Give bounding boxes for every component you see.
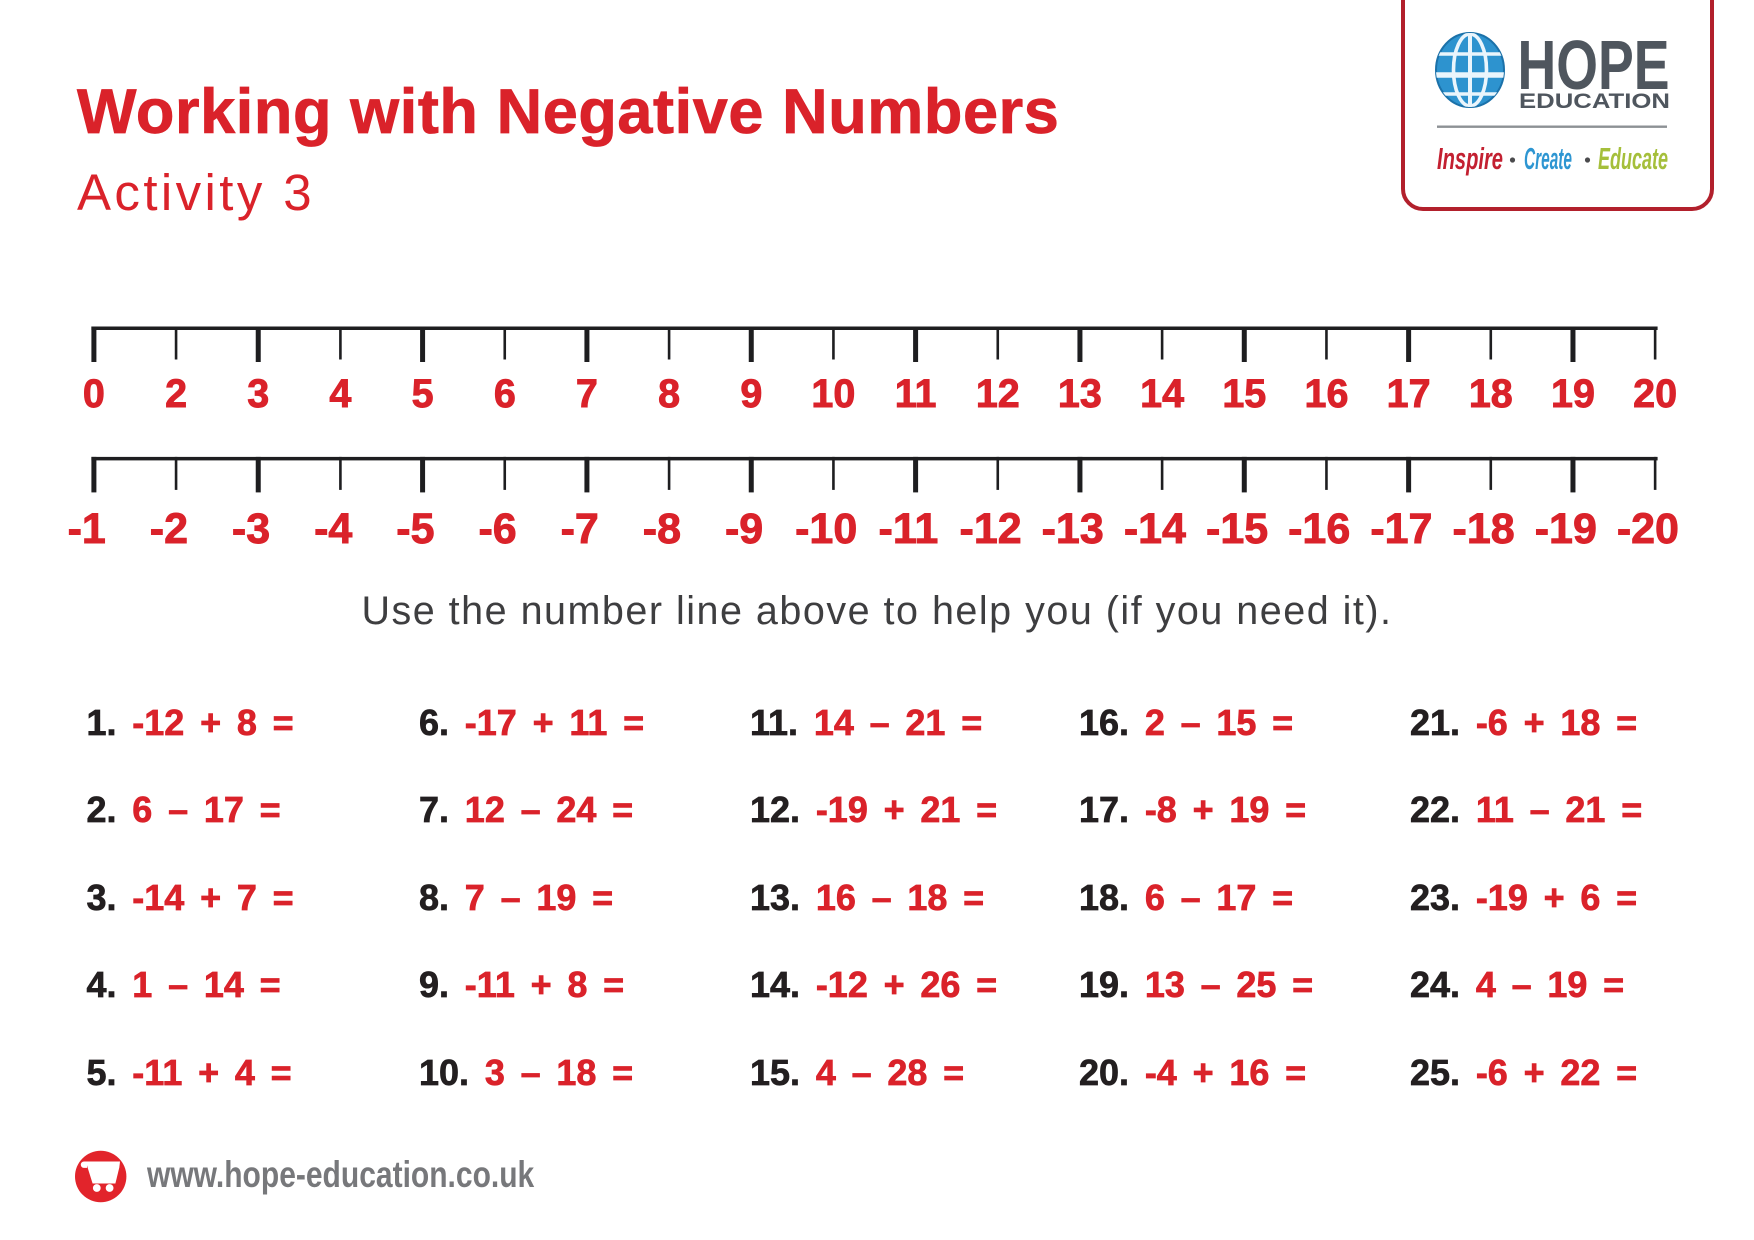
svg-text:-9: -9 xyxy=(725,505,763,553)
svg-text:-8: -8 xyxy=(643,505,681,553)
svg-text:6: 6 xyxy=(494,372,516,416)
svg-text:EDUCATION: EDUCATION xyxy=(1519,90,1670,113)
svg-text:4: 4 xyxy=(329,372,351,416)
svg-text:7: 7 xyxy=(576,372,598,416)
svg-text:-19: -19 xyxy=(1535,505,1597,553)
svg-text:10: 10 xyxy=(811,372,855,416)
svg-text:HOPE: HOPE xyxy=(1518,26,1670,104)
svg-text:19: 19 xyxy=(1551,372,1595,416)
svg-text:-10: -10 xyxy=(795,505,857,553)
svg-text:-1: -1 xyxy=(68,505,106,553)
svg-text:Create: Create xyxy=(1524,141,1572,176)
svg-text:5: 5 xyxy=(412,372,434,416)
svg-text:-12: -12 xyxy=(960,505,1022,553)
svg-text:17: 17 xyxy=(1387,372,1431,416)
svg-text:Inspire: Inspire xyxy=(1437,141,1503,176)
svg-text:Educate: Educate xyxy=(1598,141,1668,176)
svg-text:-17: -17 xyxy=(1370,505,1432,553)
svg-text:2: 2 xyxy=(165,372,187,416)
svg-text:18: 18 xyxy=(1469,372,1513,416)
svg-text:-16: -16 xyxy=(1288,505,1350,553)
svg-text:-13: -13 xyxy=(1042,505,1104,553)
svg-text:-14: -14 xyxy=(1124,505,1186,553)
svg-text:13: 13 xyxy=(1058,372,1102,416)
svg-text:-15: -15 xyxy=(1206,505,1268,553)
svg-text:14: 14 xyxy=(1140,372,1184,416)
svg-text:0: 0 xyxy=(83,372,105,416)
svg-text:11: 11 xyxy=(895,372,937,416)
svg-text:-7: -7 xyxy=(561,505,599,553)
svg-text:8: 8 xyxy=(658,372,680,416)
svg-text:-11: -11 xyxy=(879,505,939,553)
svg-text:-4: -4 xyxy=(314,505,352,553)
svg-text:20: 20 xyxy=(1633,372,1677,416)
svg-text:-20: -20 xyxy=(1617,505,1679,553)
svg-text:16: 16 xyxy=(1305,372,1349,416)
svg-text:-5: -5 xyxy=(396,505,434,553)
svg-text:3: 3 xyxy=(247,372,269,416)
svg-text:-6: -6 xyxy=(478,505,516,553)
svg-text:15: 15 xyxy=(1222,372,1266,416)
svg-text:-2: -2 xyxy=(150,505,188,553)
svg-text:9: 9 xyxy=(740,372,762,416)
svg-text:-18: -18 xyxy=(1453,505,1515,553)
svg-text:12: 12 xyxy=(976,372,1020,416)
svg-text:-3: -3 xyxy=(232,505,270,553)
